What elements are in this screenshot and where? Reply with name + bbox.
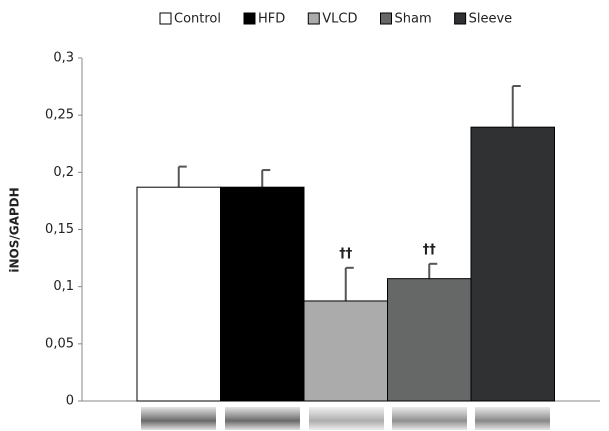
annotation: †† xyxy=(339,246,353,261)
blot-band xyxy=(225,407,300,430)
chart: iNOS/GAPDH 0 0,05 0,1 0,15 0,2 0,25 0,3 Control… xyxy=(0,0,609,431)
annotation: †† xyxy=(423,242,437,257)
legend-swatch xyxy=(308,13,319,24)
y-tick-label: 0,05 xyxy=(45,336,74,351)
blot-band xyxy=(141,407,216,430)
legend-swatch xyxy=(381,13,392,24)
legend-swatch xyxy=(244,13,255,24)
bar xyxy=(471,127,555,401)
y-axis-label: iNOS/GAPDH xyxy=(8,187,22,272)
bar xyxy=(388,279,472,401)
bar xyxy=(137,187,221,401)
blot-band xyxy=(392,407,467,430)
legend-label: Control xyxy=(174,12,221,27)
y-tick-label: 0,3 xyxy=(53,51,74,66)
y-tick-label: 0,2 xyxy=(53,165,74,180)
blot-band xyxy=(309,407,384,430)
y-tick-label: 0,25 xyxy=(45,108,74,123)
bar xyxy=(221,187,305,401)
legend-swatch xyxy=(160,13,171,24)
y-tick-label: 0,1 xyxy=(53,279,74,294)
legend-label: VLCD xyxy=(322,12,357,27)
y-tick-label: 0,15 xyxy=(45,222,74,237)
bar xyxy=(304,301,388,401)
legend-label: HFD xyxy=(258,12,285,27)
blot-strip xyxy=(141,407,550,430)
legend-label: Sleeve xyxy=(469,12,513,27)
y-tick-label: 0 xyxy=(66,394,74,409)
legend-swatch xyxy=(455,13,466,24)
legend-label: Sham xyxy=(395,12,432,27)
blot-band xyxy=(475,407,550,430)
